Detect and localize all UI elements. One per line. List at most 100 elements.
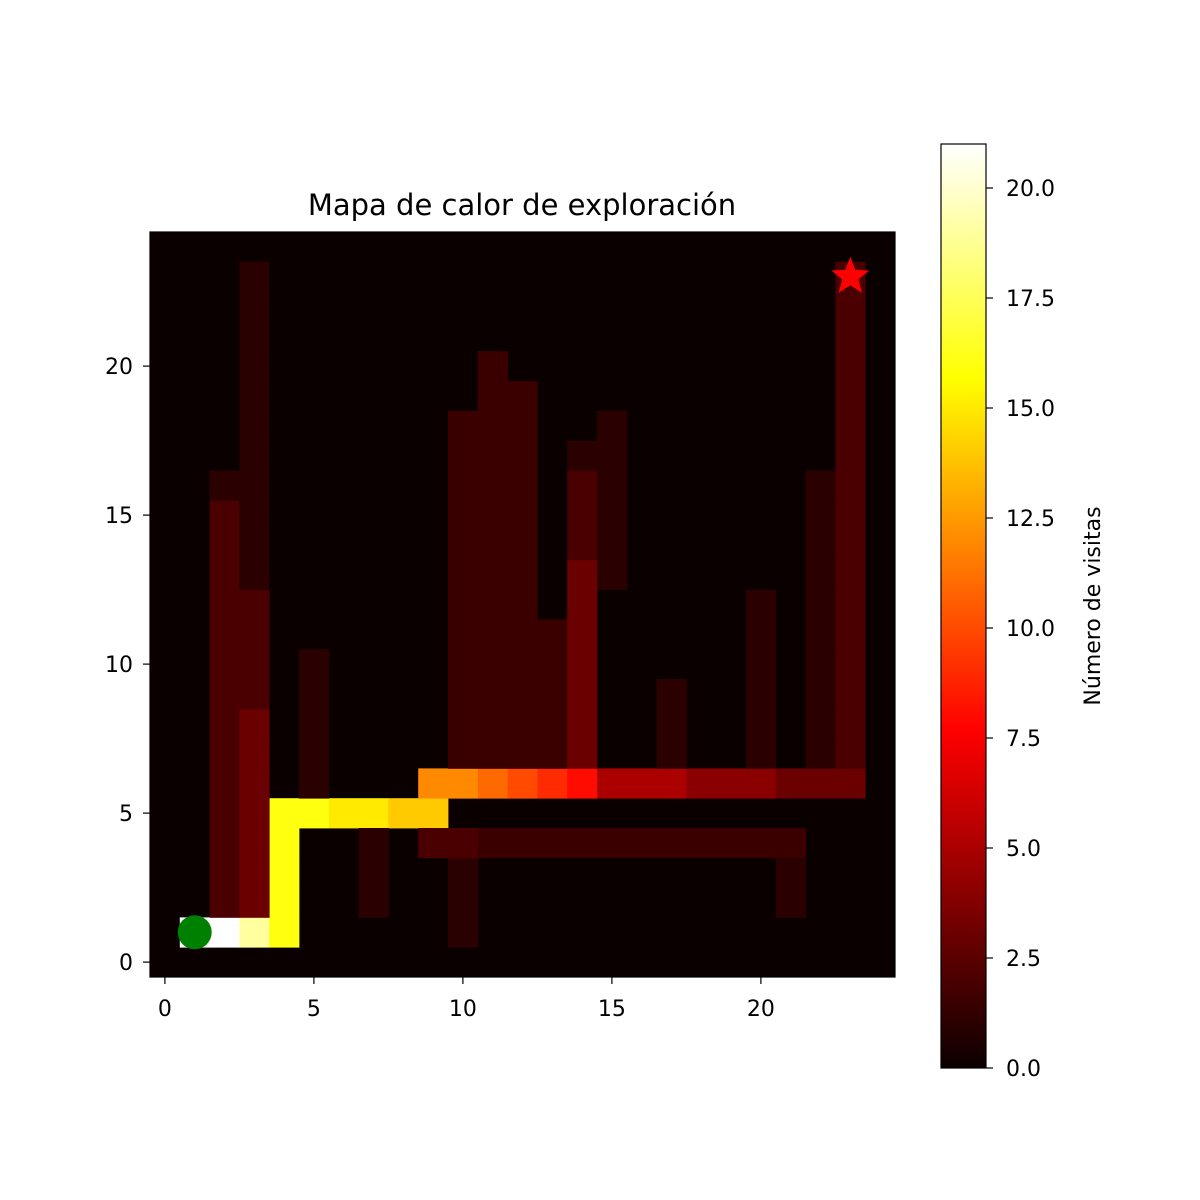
- heatmap-cell: [358, 828, 389, 859]
- heatmap-cell: [209, 738, 240, 769]
- heatmap-cell: [805, 708, 836, 739]
- heatmap-cell: [448, 768, 479, 799]
- heatmap-cell: [835, 440, 866, 471]
- heatmap-cell: [835, 470, 866, 501]
- heatmap-cell: [805, 679, 836, 710]
- y-tick-label: 15: [105, 504, 133, 529]
- heatmap-cell: [537, 649, 568, 680]
- heatmap-cell: [746, 679, 777, 710]
- heatmap-cell: [835, 500, 866, 531]
- heatmap-cell: [686, 828, 717, 859]
- heatmap-cell: [239, 679, 270, 710]
- heatmap-cell: [448, 679, 479, 710]
- heatmap-cell: [805, 619, 836, 650]
- heatmap-cell: [716, 768, 747, 799]
- heatmap-cell: [269, 828, 300, 859]
- heatmap-cell: [567, 679, 598, 710]
- y-tick-label: 20: [105, 355, 133, 380]
- heatmap-cell: [209, 619, 240, 650]
- y-tick-label: 0: [119, 951, 133, 976]
- heatmap-cell: [477, 440, 508, 471]
- heatmap-cell: [507, 381, 538, 412]
- colorbar-gradient: [941, 144, 986, 1068]
- heatmap-cell: [388, 798, 419, 829]
- heatmap-cell: [567, 500, 598, 531]
- heatmap-cell: [477, 619, 508, 650]
- heatmap-cell: [537, 679, 568, 710]
- heatmap-cell: [448, 887, 479, 918]
- heatmap-cell: [209, 679, 240, 710]
- heatmap-cell: [239, 708, 270, 739]
- heatmap-cell: [537, 828, 568, 859]
- heatmap-cell: [775, 828, 806, 859]
- heatmap-cell: [507, 828, 538, 859]
- heatmap-cell: [239, 500, 270, 531]
- x-tick-label: 15: [598, 997, 626, 1022]
- heatmap-cell: [418, 798, 449, 829]
- heatmap-cell: [507, 679, 538, 710]
- heatmap-cell: [835, 768, 866, 799]
- heatmap-cell: [597, 440, 628, 471]
- plot-area-frame: [149, 231, 896, 978]
- heatmap-cell: [775, 768, 806, 799]
- colorbar-tick-label: 5.0: [1006, 837, 1041, 862]
- heatmap-cell: [448, 559, 479, 590]
- heatmap-cell: [448, 738, 479, 769]
- x-axis-ticks: 0 5 10 15 20: [158, 977, 775, 1022]
- heatmap-cell: [746, 738, 777, 769]
- chart-title: Mapa de calor de exploración: [308, 188, 736, 222]
- heatmap-cell: [209, 917, 240, 948]
- heatmap-cell: [805, 768, 836, 799]
- heatmap-cell: [537, 768, 568, 799]
- colorbar-tick-label: 17.5: [1006, 287, 1055, 312]
- heatmap-cell: [537, 619, 568, 650]
- colorbar-frame: [940, 143, 987, 1069]
- heatmap-cell: [477, 589, 508, 620]
- heatmap-cell: [209, 798, 240, 829]
- heatmap-cell: [537, 738, 568, 769]
- heatmap-cell: [567, 738, 598, 769]
- heatmap-cell: [239, 768, 270, 799]
- heatmap-cell: [209, 887, 240, 918]
- heatmap-cell: [567, 768, 598, 799]
- x-tick-label: 20: [747, 997, 775, 1022]
- colorbar-ticks: 0.0 2.5 5.0 7.5 10.0 12.5 15.0 17.5 20.0: [986, 177, 1055, 1082]
- heatmap-cell: [507, 470, 538, 501]
- heatmap-cell: [507, 500, 538, 531]
- heatmap-cell: [269, 887, 300, 918]
- colorbar-tick-label: 0.0: [1006, 1057, 1041, 1082]
- heatmap-cell: [507, 649, 538, 680]
- heatmap-cell: [448, 828, 479, 859]
- heatmap-cell: [418, 768, 449, 799]
- heatmap-cell: [477, 559, 508, 590]
- heatmap-cell: [477, 768, 508, 799]
- heatmap-cell: [835, 619, 866, 650]
- heatmap-cell: [209, 708, 240, 739]
- heatmap-cell: [746, 589, 777, 620]
- heatmap-cell: [239, 589, 270, 620]
- heatmap-cell: [835, 589, 866, 620]
- heatmap-cell: [239, 619, 270, 650]
- heatmap-cell: [746, 649, 777, 680]
- x-tick-label: 5: [307, 997, 321, 1022]
- colorbar-tick-label: 10.0: [1006, 617, 1055, 642]
- y-tick-label: 10: [105, 653, 133, 678]
- heatmap-cell: [239, 321, 270, 352]
- heatmap-cell: [239, 559, 270, 590]
- heatmap-cell: [805, 589, 836, 620]
- heatmap-cell: [209, 559, 240, 590]
- heatmap-cell: [835, 410, 866, 441]
- markers: [177, 256, 870, 950]
- heatmap-cell: [507, 768, 538, 799]
- heatmap-cell: [567, 530, 598, 561]
- heatmap-cell: [209, 500, 240, 531]
- heatmap-cell: [775, 887, 806, 918]
- heatmap-cell: [448, 410, 479, 441]
- heatmap-cell: [597, 768, 628, 799]
- heatmap-cell: [835, 708, 866, 739]
- heatmap-cell: [507, 589, 538, 620]
- heatmap-cell: [477, 679, 508, 710]
- x-tick-label: 10: [449, 997, 477, 1022]
- heatmap-cell: [835, 738, 866, 769]
